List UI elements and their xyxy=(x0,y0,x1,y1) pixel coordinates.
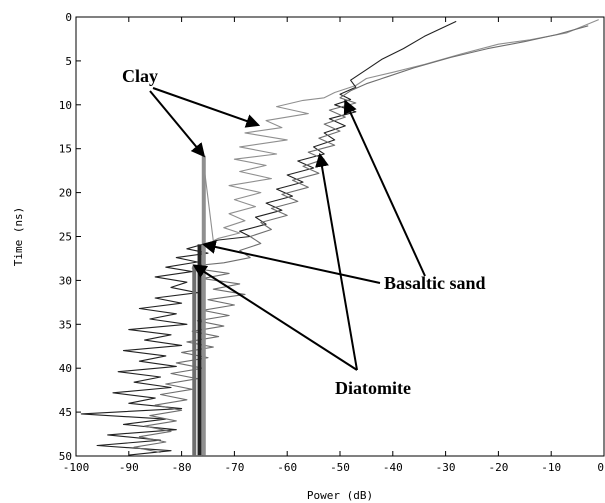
y-tick-label: 50 xyxy=(59,450,72,463)
y-axis-title: Time (ns) xyxy=(12,207,25,267)
y-tick-label: 10 xyxy=(59,99,72,112)
x-tick-label: -60 xyxy=(277,461,297,474)
x-tick-label: -90 xyxy=(119,461,139,474)
y-tick-label: 35 xyxy=(59,318,72,331)
x-tick-label: -10 xyxy=(541,461,561,474)
annotation-label: Basaltic sand xyxy=(384,273,486,293)
y-tick-label: 30 xyxy=(59,274,72,287)
x-tick-label: -20 xyxy=(488,461,508,474)
annotation-arrow xyxy=(343,99,426,277)
x-tick-label: -50 xyxy=(330,461,350,474)
annotation-arrow xyxy=(149,90,206,158)
annotation-arrow xyxy=(192,264,358,371)
x-axis-title: Power (dB) xyxy=(307,489,373,502)
series-line-basaltic_sand xyxy=(80,20,457,456)
x-tick-label: -70 xyxy=(224,461,244,474)
annotation-label: Diatomite xyxy=(335,378,411,398)
y-tick-label: 45 xyxy=(59,406,72,419)
series-line-diatomite xyxy=(133,25,589,454)
x-tick-label: 0 xyxy=(597,461,604,474)
x-tick-label: -100 xyxy=(63,461,90,474)
y-tick-label: 0 xyxy=(65,11,72,24)
series-line-clay xyxy=(202,19,599,456)
y-tick-label: 20 xyxy=(59,187,72,200)
y-tick-label: 25 xyxy=(59,231,72,244)
y-tick-label: 40 xyxy=(59,362,72,375)
x-tick-label: -40 xyxy=(383,461,403,474)
x-tick-label: -80 xyxy=(172,461,192,474)
annotation-label: Clay xyxy=(122,66,158,86)
y-tick-label: 15 xyxy=(59,143,72,156)
y-tick-label: 5 xyxy=(65,55,72,68)
annotation-arrow xyxy=(152,87,261,128)
x-tick-label: -30 xyxy=(436,461,456,474)
annotation-arrow xyxy=(315,152,358,371)
annotation-arrow xyxy=(201,240,381,284)
